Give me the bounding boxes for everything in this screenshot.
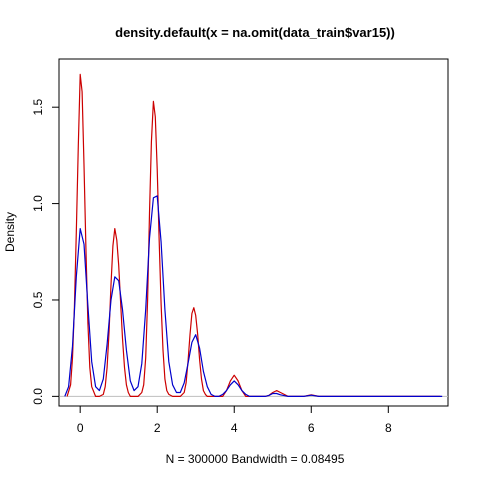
x-axis-label: N = 300000 Bandwidth = 0.08495: [166, 452, 345, 466]
y-axis-label: Density: [3, 212, 17, 252]
x-tick-label: 6: [308, 421, 315, 435]
x-tick-label: 8: [385, 421, 392, 435]
y-tick-label: 0.5: [31, 291, 45, 308]
density-curve-1: [66, 73, 441, 397]
y-tick-label: 1.0: [31, 195, 45, 212]
y-tick-label: 1.5: [31, 99, 45, 116]
y-tick-label: 0.0: [31, 388, 45, 405]
series-layer: [64, 73, 443, 397]
density-curve-2: [64, 195, 443, 397]
x-tick-label: 0: [77, 421, 84, 435]
plot-frame: [58, 58, 449, 407]
y-axis: 0.0 0.5 1.0 1.5: [31, 99, 60, 405]
x-tick-label: 2: [154, 421, 161, 435]
x-axis: 0 2 4 6 8: [77, 405, 392, 435]
chart-title: density.default(x = na.omit(data_train$v…: [115, 25, 395, 40]
x-tick-label: 4: [231, 421, 238, 435]
